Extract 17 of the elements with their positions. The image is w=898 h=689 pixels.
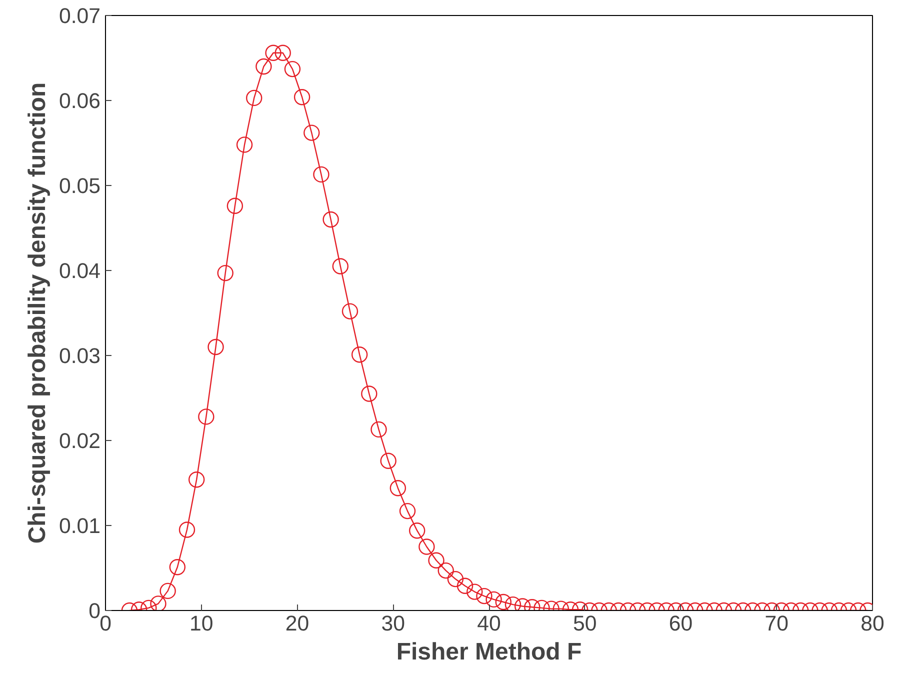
x-tick-label: 20 xyxy=(285,612,310,636)
y-tick-label: 0.01 xyxy=(58,514,101,538)
x-tick-label: 40 xyxy=(477,612,501,636)
x-tick-label: 70 xyxy=(764,612,789,636)
y-axis-title: Chi-squared probability density function xyxy=(24,82,51,544)
x-tick-label: 10 xyxy=(190,612,214,636)
x-tick-label: 30 xyxy=(381,612,406,636)
y-tick-label: 0.03 xyxy=(58,344,101,368)
x-tick-label: 50 xyxy=(573,612,597,636)
x-tick-label: 60 xyxy=(668,612,693,636)
x-axis-title: Fisher Method F xyxy=(396,638,582,666)
y-tick-label: 0.07 xyxy=(58,4,101,28)
x-tick-label: 80 xyxy=(860,612,884,636)
y-tick-label: 0.06 xyxy=(58,89,101,113)
y-tick-label: 0.05 xyxy=(58,174,101,198)
y-tick-label: 0.04 xyxy=(58,259,101,283)
y-tick-label: 0.02 xyxy=(58,429,101,453)
